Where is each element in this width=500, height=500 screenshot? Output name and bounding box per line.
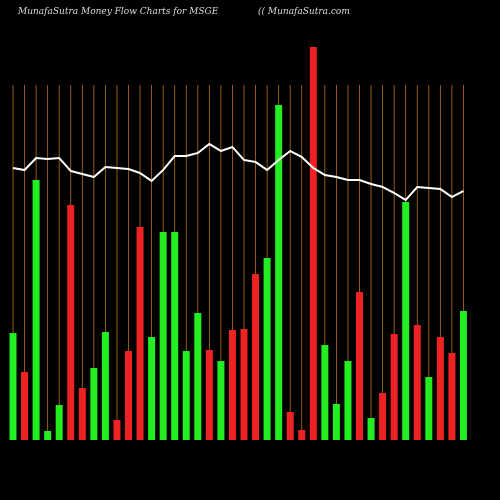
bar	[148, 337, 156, 440]
bar	[125, 351, 132, 440]
bar	[228, 330, 236, 440]
bar	[113, 420, 121, 440]
bar	[344, 361, 352, 440]
chart-subtitle: (( MunafaSutra.com	[258, 6, 350, 17]
bar	[21, 372, 29, 440]
bar	[459, 311, 467, 440]
bar	[298, 430, 306, 440]
bar	[356, 292, 363, 440]
bar	[194, 313, 202, 440]
bar	[413, 325, 421, 440]
bar	[263, 258, 271, 440]
bar	[136, 227, 144, 440]
bar	[182, 351, 190, 440]
bar	[55, 405, 63, 440]
bar	[448, 353, 456, 440]
bar	[332, 404, 340, 440]
bar	[309, 47, 317, 440]
bar	[171, 232, 179, 440]
bar	[390, 334, 398, 440]
bar	[32, 180, 40, 440]
bar	[217, 361, 225, 440]
bar	[90, 368, 98, 440]
bar	[425, 377, 433, 440]
bar	[367, 418, 375, 440]
bar	[44, 431, 52, 440]
bar	[67, 205, 75, 440]
bar	[321, 345, 329, 440]
bar	[286, 412, 294, 440]
bar	[159, 232, 167, 440]
bar	[101, 332, 109, 440]
bar	[9, 333, 17, 440]
bar	[379, 393, 387, 440]
bar	[78, 388, 86, 440]
price-line	[12, 142, 464, 202]
bar	[275, 105, 283, 440]
bar	[252, 274, 260, 440]
bar	[205, 350, 213, 440]
chart-title: MunafaSutra Money Flow Charts for MSGE	[17, 7, 219, 17]
bar	[436, 337, 444, 440]
bar	[402, 202, 410, 440]
bar	[240, 329, 248, 440]
